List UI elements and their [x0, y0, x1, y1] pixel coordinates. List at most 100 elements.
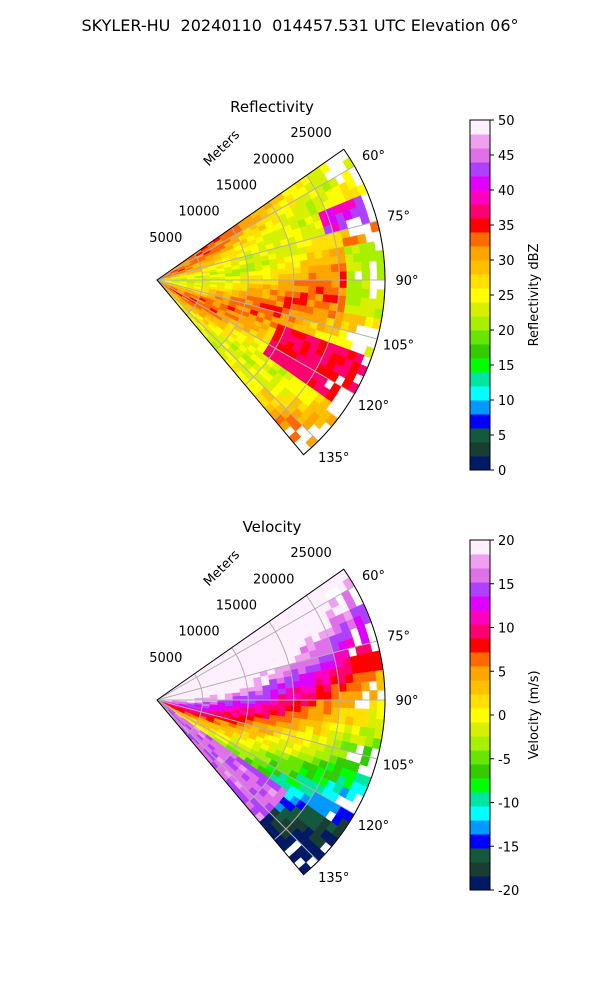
colorbar: 0 5 10 15 20 25 30 35 40 45 50 Reflectivity dBZ [469, 114, 542, 479]
colorbar-segment [470, 176, 490, 191]
field-cell [345, 296, 355, 307]
azimuth-line [156, 585, 355, 701]
field-cell [322, 676, 332, 686]
field-cell [314, 677, 324, 687]
field-cell [255, 279, 264, 285]
field-cell [368, 708, 378, 720]
field-cell [240, 699, 249, 705]
angle-tick-label: 135° [318, 451, 349, 466]
polar-frame [156, 148, 386, 456]
field-cell [346, 699, 355, 709]
field-cell [247, 275, 257, 281]
radial-tick-label: 5000 [149, 231, 182, 246]
field-cell [345, 716, 355, 727]
radial-tick-label: 20000 [253, 572, 294, 587]
field-cell [262, 689, 272, 696]
colorbar-tick-label: -15 [498, 840, 519, 855]
field-cell [270, 269, 279, 276]
angle-tick-label: 90° [395, 274, 418, 289]
field-cell [308, 685, 317, 694]
range-ring [215, 227, 249, 351]
colorbar-segment [470, 442, 490, 457]
range-ring [273, 175, 340, 421]
field-cell [367, 250, 377, 262]
colorbar-segment [470, 400, 490, 415]
colorbar-tick-label: 20 [498, 324, 515, 339]
field-cell [345, 682, 355, 693]
field-cell [270, 274, 279, 281]
field-cell [345, 287, 355, 298]
colorbar-segment [470, 260, 490, 275]
field-cell [285, 279, 295, 287]
grid [156, 148, 386, 456]
field-cell [346, 271, 355, 281]
field-cell [298, 673, 309, 682]
colorbar-segment [470, 204, 490, 219]
field-cell [313, 250, 324, 260]
field-cell [240, 279, 249, 285]
field-cell [307, 292, 317, 302]
field-cell [308, 286, 317, 295]
colorbar-tick-label: 20 [498, 534, 515, 549]
radar-field [156, 157, 386, 449]
field-cell [262, 269, 272, 276]
field-cell [285, 705, 294, 713]
azimuth-line [156, 699, 355, 815]
field-cell [346, 279, 355, 289]
colorbar-tick-label: 15 [498, 359, 515, 374]
colorbar-segment [470, 652, 490, 667]
field-cell [330, 683, 340, 693]
colorbar-segment [470, 344, 490, 359]
field-cell [315, 685, 325, 694]
field-cell [307, 712, 317, 722]
colorbar-tick-label: 40 [498, 184, 515, 199]
colorbar-segment [470, 428, 490, 443]
field-cell [277, 682, 287, 690]
colorbar-segment [470, 554, 490, 569]
field-cell [305, 435, 319, 449]
colorbar-segment [470, 778, 490, 793]
field-cell [285, 687, 294, 695]
field-cell [247, 279, 257, 285]
colorbar-segment [470, 680, 490, 695]
colorbar-segment [470, 792, 490, 807]
field-cell [360, 297, 370, 309]
field-cell [262, 699, 272, 706]
angle-tick-label: 105° [383, 759, 414, 774]
field-cell [300, 279, 310, 287]
field-cell [354, 279, 363, 290]
angle-tick-label: 120° [358, 819, 389, 834]
field-cell [298, 862, 312, 876]
angle-tick-label: 60° [362, 569, 385, 584]
colorbar-tick-label: 15 [498, 578, 515, 593]
field-cell [337, 295, 347, 306]
reflectivity-panel: Reflectivity60°75°90°105°120°135°5000100… [149, 98, 542, 479]
range-ring [185, 673, 204, 736]
field-cell [356, 233, 367, 245]
field-cell [338, 699, 348, 709]
colorbar-segment [470, 120, 490, 135]
colorbar-tick-label: 0 [498, 709, 506, 724]
field-cell [300, 285, 310, 294]
colorbar-tick-label: 25 [498, 289, 515, 304]
angle-tick-label: 135° [318, 871, 349, 886]
colorbar-segment [470, 190, 490, 205]
field-cell [247, 691, 257, 697]
field-cell [338, 271, 348, 281]
colorbar: -20 -15 -10 -5 0 5 10 15 20 Velocity (m/s) [469, 534, 542, 899]
colorbar-segment [470, 134, 490, 149]
field-cell [353, 681, 363, 692]
field-cell [369, 690, 378, 701]
field-cell [331, 691, 340, 701]
field-cell [308, 706, 317, 715]
azimuth-line [156, 640, 378, 701]
field-cell [232, 272, 241, 277]
field-cell [361, 270, 371, 281]
field-cell [232, 696, 241, 701]
colorbar-tick-label: 5 [498, 665, 506, 680]
field-cell [313, 416, 327, 430]
field-cell [292, 260, 302, 269]
field-cell [288, 430, 302, 444]
colorbar-tick-label: 45 [498, 149, 515, 164]
colorbar-segment [470, 162, 490, 177]
